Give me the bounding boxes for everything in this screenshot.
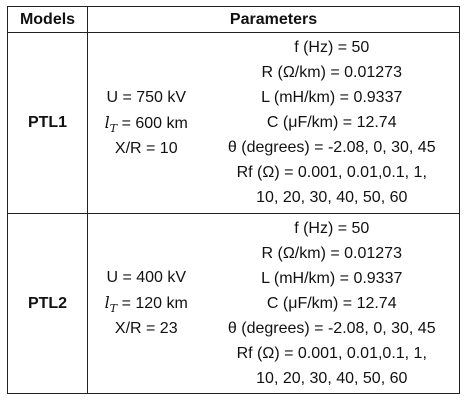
table-row: PTL2 U = 400 kV lT = 120 km X/R = 23 f (… [8,213,460,394]
header-row: Models Parameters [8,7,460,33]
param-cell: f (Hz) = 50 R (Ω/km) = 0.01273 L (mH/km)… [205,213,460,394]
table-row: PTL1 U = 750 kV lT = 600 km X/R = 10 f (… [8,33,460,214]
length-symbol: lT [105,113,117,132]
spec-cell: U = 400 kV lT = 120 km X/R = 23 [88,213,205,394]
parameters-table: Models Parameters PTL1 U = 750 kV lT = 6… [7,6,460,394]
param-frequency: f (Hz) = 50 [205,35,460,60]
param-fault-resistance-cont: 10, 20, 30, 40, 50, 60 [205,366,460,391]
spec-voltage: U = 750 kV [88,85,205,110]
model-name: PTL2 [8,213,88,394]
param-resistance: R (Ω/km) = 0.01273 [205,60,460,85]
models-header: Models [8,7,88,33]
param-angle: θ (degrees) = -2.08, 0, 30, 45 [205,316,460,341]
spec-length: lT = 120 km [88,290,205,316]
param-resistance: R (Ω/km) = 0.01273 [205,241,460,266]
param-fault-resistance: Rf (Ω) = 0.001, 0.01,0.1, 1, [205,160,460,185]
spec-length: lT = 600 km [88,110,205,136]
spec-xr: X/R = 10 [88,136,205,161]
param-frequency: f (Hz) = 50 [205,216,460,241]
param-capacitance: C (μF/km) = 12.74 [205,110,460,135]
length-symbol: lT [105,293,117,312]
spec-length-value: = 120 km [117,295,188,312]
param-inductance: L (mH/km) = 0.9337 [205,85,460,110]
spec-cell: U = 750 kV lT = 600 km X/R = 10 [88,33,205,214]
param-cell: f (Hz) = 50 R (Ω/km) = 0.01273 L (mH/km)… [205,33,460,214]
param-fault-resistance: Rf (Ω) = 0.001, 0.01,0.1, 1, [205,341,460,366]
spec-xr: X/R = 23 [88,316,205,341]
parameters-header: Parameters [88,7,460,33]
param-inductance: L (mH/km) = 0.9337 [205,266,460,291]
parameters-table-container: Models Parameters PTL1 U = 750 kV lT = 6… [7,6,459,394]
model-name: PTL1 [8,33,88,214]
param-angle: θ (degrees) = -2.08, 0, 30, 45 [205,135,460,160]
param-fault-resistance-cont: 10, 20, 30, 40, 50, 60 [205,185,460,210]
param-capacitance: C (μF/km) = 12.74 [205,291,460,316]
spec-voltage: U = 400 kV [88,265,205,290]
spec-length-value: = 600 km [117,115,188,132]
